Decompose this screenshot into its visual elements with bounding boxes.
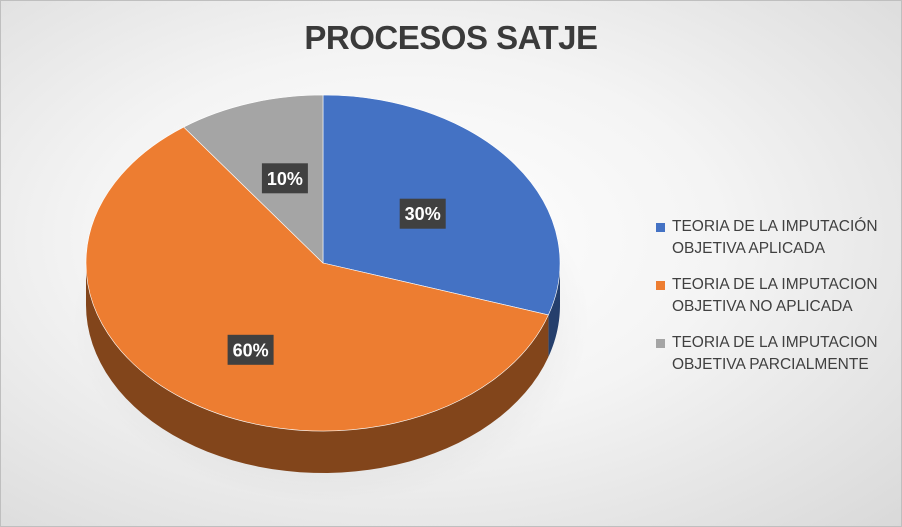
data-label-text: 10% [267, 169, 303, 189]
legend-swatch [656, 281, 665, 290]
legend-label-line2: OBJETIVA APLICADA [672, 240, 826, 257]
legend-item-no-aplicada: TEORIA DE LA IMPUTACION OBJETIVA NO APLI… [656, 274, 896, 318]
pie-slice [183, 94, 324, 264]
legend-label-line1: TEORIA DE LA IMPUTACION [672, 276, 878, 293]
legend: TEORIA DE LA IMPUTACIÓN OBJETIVA APLICAD… [656, 216, 896, 390]
data-label-text: 30% [405, 204, 441, 224]
pie-slice-side [548, 263, 560, 357]
legend-label-line1: TEORIA DE LA IMPUTACIÓN [672, 218, 878, 235]
legend-label-line1: TEORIA DE LA IMPUTACION [672, 334, 878, 351]
data-label: 30% [399, 198, 446, 229]
data-label-box [399, 198, 446, 229]
legend-item-aplicada: TEORIA DE LA IMPUTACIÓN OBJETIVA APLICAD… [656, 216, 896, 260]
legend-item-parcialmente: TEORIA DE LA IMPUTACION OBJETIVA PARCIAL… [656, 332, 896, 376]
data-label: 60% [227, 334, 274, 365]
legend-swatch [656, 223, 665, 232]
data-label: 10% [261, 163, 308, 194]
legend-swatch [656, 339, 665, 348]
chart-title: PROCESOS SATJE [304, 19, 598, 56]
data-label-box [261, 163, 308, 194]
legend-label-line2: OBJETIVA NO APLICADA [672, 298, 853, 315]
data-label-text: 60% [233, 340, 269, 360]
pie-slice-side [86, 263, 549, 473]
data-label-box [227, 334, 274, 365]
legend-label-line2: OBJETIVA PARCIALMENTE [672, 356, 869, 373]
pie-slice [85, 126, 549, 432]
